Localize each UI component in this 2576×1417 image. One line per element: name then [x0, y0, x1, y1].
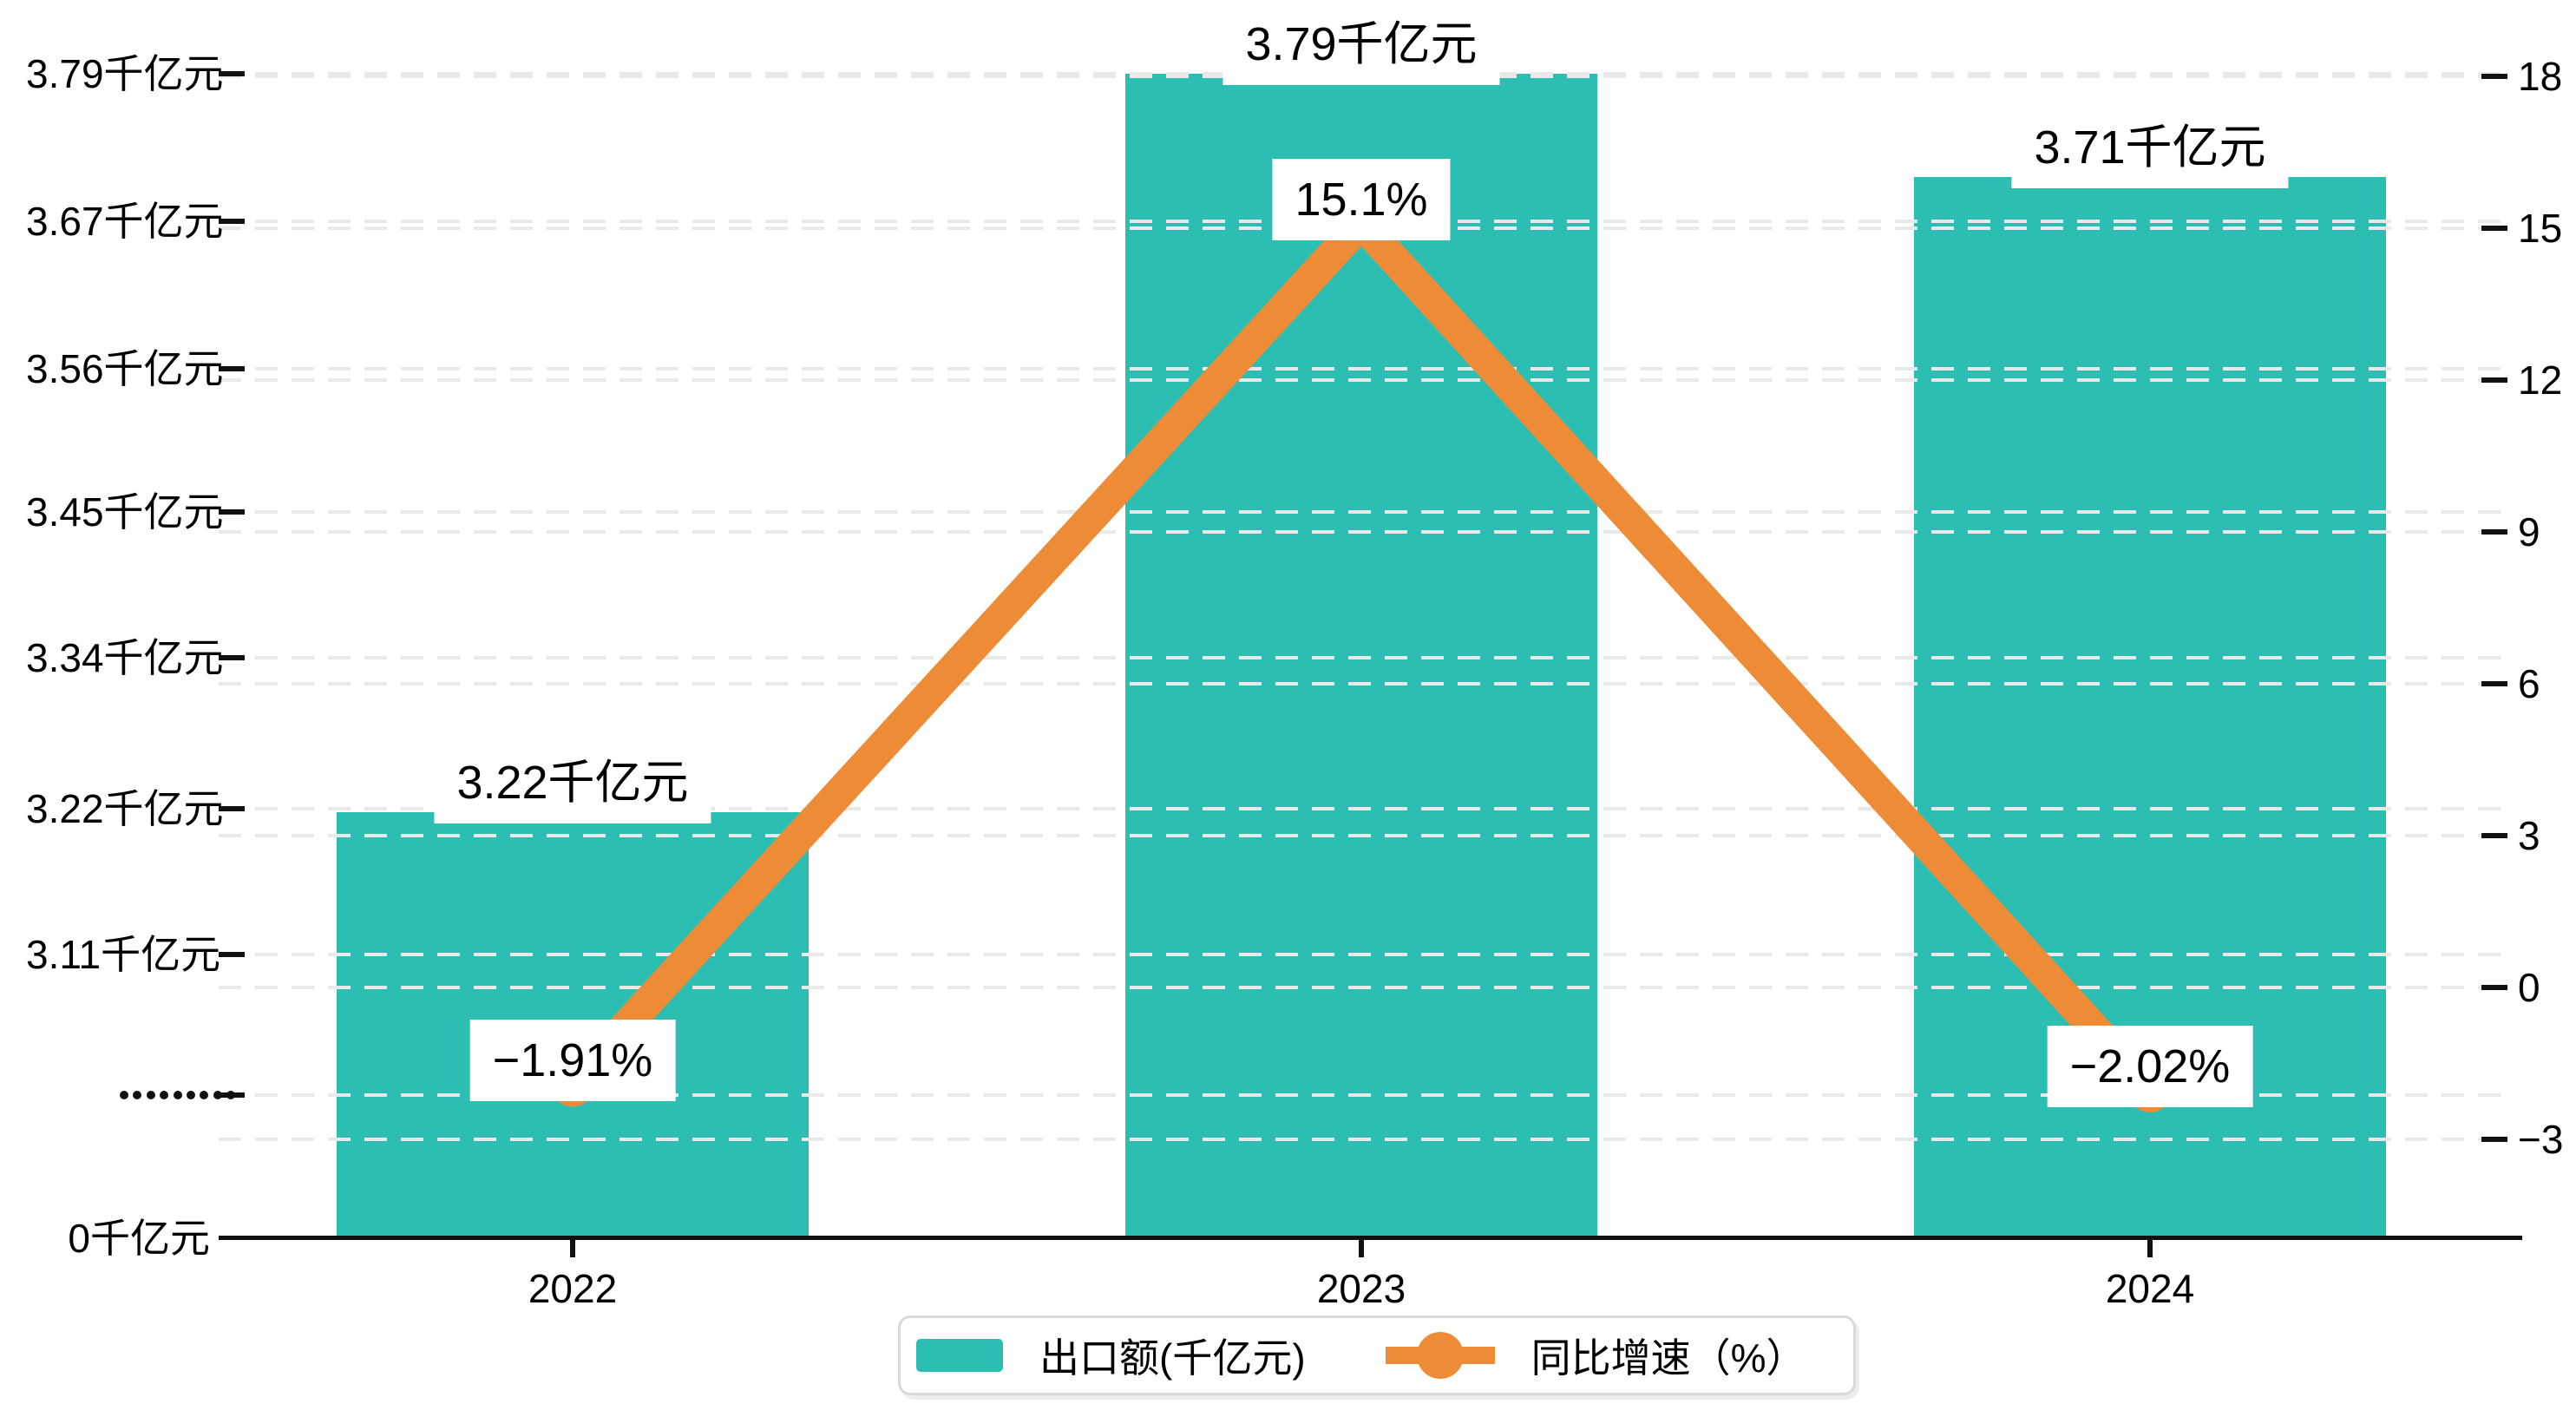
bar-value-label-2023: 3.79千亿元 [1222, 3, 1500, 85]
x-axis-label-2024: 2024 [2105, 1266, 2195, 1311]
legend: 出口额(千亿元) 同比增速（%） [898, 1315, 1856, 1395]
right-axis-tick [2481, 985, 2507, 990]
right-axis-tick [2481, 1137, 2507, 1142]
line-swatch-dot [1416, 1332, 1464, 1379]
right-axis-label: −3 [2518, 1117, 2564, 1162]
left-axis-label: 3.79千亿元 [26, 51, 224, 96]
right-axis-tick [2481, 74, 2507, 79]
left-axis-tick [219, 509, 245, 515]
growth-line [560, 207, 2162, 1100]
right-axis-label: 15 [2518, 206, 2563, 251]
x-axis-tick-2022 [570, 1240, 575, 1257]
right-axis-label: 3 [2518, 813, 2540, 858]
bar-swatch-icon [916, 1339, 1003, 1372]
gridline-right-axis [219, 378, 2512, 382]
x-axis-label-2023: 2023 [1316, 1266, 1406, 1311]
left-axis-label: 3.67千亿元 [26, 199, 224, 244]
right-axis-tick [2481, 833, 2507, 838]
gridline-left-axis [219, 367, 2512, 371]
left-axis-tick [219, 219, 245, 224]
line-marker-icon [1385, 1331, 1495, 1380]
right-axis-label: 18 [2518, 54, 2563, 99]
gridline-left-axis [219, 807, 2512, 810]
x-axis-line [219, 1236, 2522, 1240]
growth-value-label-2024: −2.02% [2047, 1025, 2253, 1107]
right-axis-label: 6 [2518, 661, 2540, 706]
legend-item-export[interactable]: 出口额(千亿元) [916, 1327, 1306, 1384]
gridline-left-axis [219, 1093, 2512, 1097]
gridline-left-axis [219, 953, 2512, 956]
growth-value-label-2023: 15.1% [1272, 159, 1451, 241]
legend-label-export: 出口额(千亿元) [1039, 1335, 1306, 1381]
right-axis-label: 9 [2518, 509, 2540, 554]
left-axis-label: 3.22千亿元 [26, 786, 224, 831]
x-axis-tick-2024 [2147, 1240, 2153, 1257]
gridline-right-axis [219, 682, 2512, 686]
x-axis-tick-2023 [1359, 1240, 1364, 1257]
left-axis-zero-label: 0千亿元 [68, 1216, 210, 1261]
gridline-right-axis [219, 1138, 2512, 1141]
bar-value-label-2024: 3.71千亿元 [2011, 107, 2289, 189]
gridline-left-axis [219, 656, 2512, 659]
gridline-left-axis [219, 510, 2512, 514]
legend-label-growth: 同比增速（%） [1531, 1335, 1806, 1381]
left-axis-label: 3.45千亿元 [26, 489, 224, 535]
x-axis-label-2022: 2022 [528, 1266, 618, 1311]
right-axis-label: 12 [2518, 358, 2563, 403]
left-axis-label: 3.11千亿元 [26, 932, 221, 977]
right-axis-tick [2481, 681, 2507, 686]
gridline-right-axis [219, 986, 2512, 989]
growth-value-label-2022: −1.91% [469, 1020, 676, 1102]
left-axis-tick [219, 952, 245, 957]
right-axis-tick [2481, 226, 2507, 231]
gridline-right-axis [219, 834, 2512, 837]
left-axis-tick [219, 71, 245, 76]
right-axis-tick [2481, 377, 2507, 383]
right-axis-tick [2481, 529, 2507, 535]
left-axis-label: 3.56千亿元 [26, 346, 224, 391]
right-axis-label: 0 [2518, 965, 2540, 1010]
left-axis-label: 3.34千亿元 [26, 635, 224, 680]
axis-break-dots [120, 1091, 235, 1099]
left-axis-tick [219, 366, 245, 371]
legend-item-growth[interactable]: 同比增速（%） [1385, 1327, 1806, 1384]
gridline-right-axis [219, 530, 2512, 534]
bar-value-label-2022: 3.22千亿元 [434, 741, 711, 823]
left-axis-tick [219, 655, 245, 660]
left-axis-tick [219, 806, 245, 811]
